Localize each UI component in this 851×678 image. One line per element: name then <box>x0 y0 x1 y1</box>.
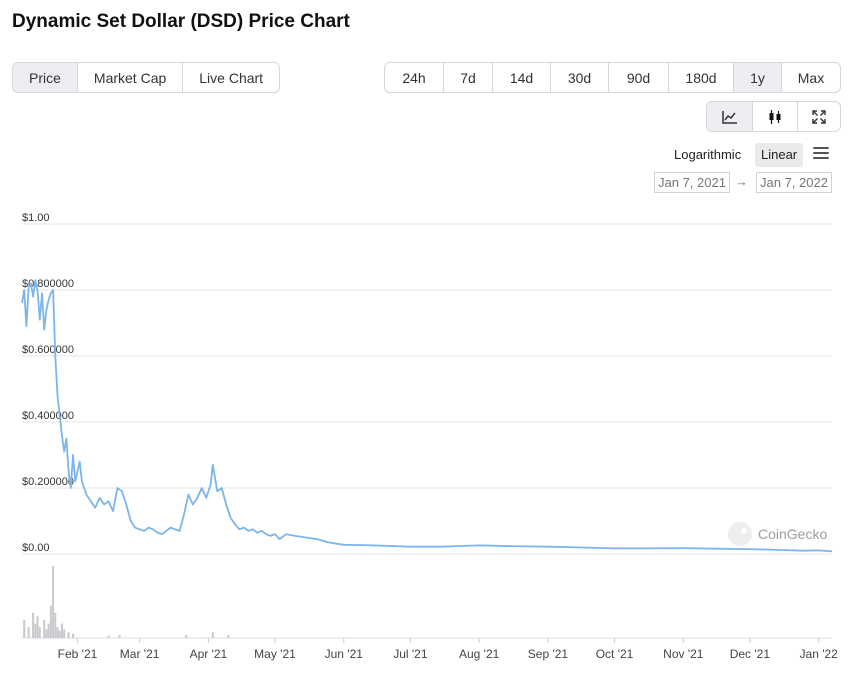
volume-bar <box>36 616 39 638</box>
y-tick-label: $0.00 <box>22 542 50 554</box>
x-tick-label: Feb '21 <box>58 647 98 661</box>
price-series <box>21 279 833 553</box>
coingecko-watermark: CoinGecko <box>728 522 827 546</box>
volume-bar <box>107 635 110 638</box>
y-tick-label: $1.00 <box>22 212 50 224</box>
x-tick-label: Aug '21 <box>459 647 500 661</box>
arrow-right-icon: → <box>735 174 748 189</box>
y-tick-label: $0.400000 <box>22 410 74 422</box>
volume-bar <box>54 612 57 638</box>
line-view-button[interactable] <box>707 102 752 131</box>
volume-bar <box>27 627 30 638</box>
x-tick-label: Dec '21 <box>730 647 771 661</box>
x-axis-labels: Feb '21 Mar '21 Apr '21 May '21 Jun '21 Jul '… <box>58 638 839 661</box>
linear-scale-button[interactable]: Linear <box>755 143 804 167</box>
expand-icon <box>812 109 826 124</box>
x-tick-label: Nov '21 <box>663 647 704 661</box>
x-tick-label: May '21 <box>254 647 296 661</box>
hamburger-menu-icon[interactable] <box>813 147 829 161</box>
x-tick-label: Jun '21 <box>325 647 364 661</box>
x-tick-label: Jul '21 <box>393 647 428 661</box>
time-range-tabs: 24h 7d 14d 30d 90d 180d 1y Max <box>384 62 841 93</box>
volume-bar <box>56 627 59 638</box>
price-chart[interactable]: $0.00$0.200000$0.400000$0.600000$0.80000… <box>0 200 851 670</box>
volume-bar <box>38 627 41 638</box>
y-tick-label: $0.600000 <box>22 344 74 356</box>
range-14d-button[interactable]: 14d <box>492 63 550 92</box>
range-7d-button[interactable]: 7d <box>443 63 492 92</box>
volume-bars <box>23 566 230 638</box>
volume-bar <box>32 612 35 638</box>
volume-bar <box>185 635 188 638</box>
x-tick-label: Jan '22 <box>800 647 839 661</box>
chart-view-tabs <box>706 101 841 132</box>
volume-bar <box>58 630 61 638</box>
volume-bar <box>47 623 50 638</box>
range-90d-button[interactable]: 90d <box>608 63 668 92</box>
scale-controls: Logarithmic Linear <box>0 143 851 167</box>
y-tick-label: $0.200000 <box>22 476 74 488</box>
y-axis-labels: $0.00$0.200000$0.400000$0.600000$0.80000… <box>22 212 74 554</box>
volume-bar <box>34 623 37 638</box>
fullscreen-button[interactable] <box>797 102 840 131</box>
price-line <box>21 279 833 553</box>
volume-bar <box>60 623 63 638</box>
page-title: Dynamic Set Dollar (DSD) Price Chart <box>12 11 350 32</box>
range-180d-button[interactable]: 180d <box>668 63 733 92</box>
tab-price[interactable]: Price <box>13 63 77 92</box>
volume-bar <box>67 632 70 638</box>
volume-bar <box>43 620 46 638</box>
volume-bar <box>118 635 121 638</box>
range-24h-button[interactable]: 24h <box>402 69 426 86</box>
grid-lines <box>22 223 832 639</box>
watermark-label: CoinGecko <box>758 526 827 542</box>
date-from-input[interactable]: Jan 7, 2021 <box>654 172 730 193</box>
volume-bar <box>45 629 48 638</box>
range-max-button[interactable]: Max <box>781 63 840 92</box>
volume-bar <box>63 629 66 638</box>
coingecko-logo-icon <box>728 522 752 546</box>
tab-market-cap[interactable]: Market Cap <box>76 63 182 92</box>
candlestick-icon <box>769 109 781 124</box>
volume-bar <box>52 566 55 638</box>
volume-bar <box>72 633 75 638</box>
candlestick-view-button[interactable] <box>752 102 797 131</box>
x-tick-label: Oct '21 <box>596 647 634 661</box>
volume-bar <box>227 635 230 638</box>
tab-live-chart[interactable]: Live Chart <box>182 63 279 92</box>
chart-type-tabs: Price Market Cap Live Chart <box>12 62 281 93</box>
line-chart-icon <box>721 110 737 124</box>
x-tick-label: Mar '21 <box>120 647 160 661</box>
logarithmic-scale-button[interactable]: Logarithmic <box>674 147 742 162</box>
range-1y-button[interactable]: 1y <box>733 63 781 92</box>
volume-bar <box>211 632 214 638</box>
x-tick-label: Sep '21 <box>528 647 569 661</box>
date-to-input[interactable]: Jan 7, 2022 <box>756 172 832 193</box>
volume-bar <box>49 605 52 638</box>
range-30d-button[interactable]: 30d <box>550 63 608 92</box>
x-tick-label: Apr '21 <box>190 647 228 661</box>
volume-bar <box>23 620 26 638</box>
